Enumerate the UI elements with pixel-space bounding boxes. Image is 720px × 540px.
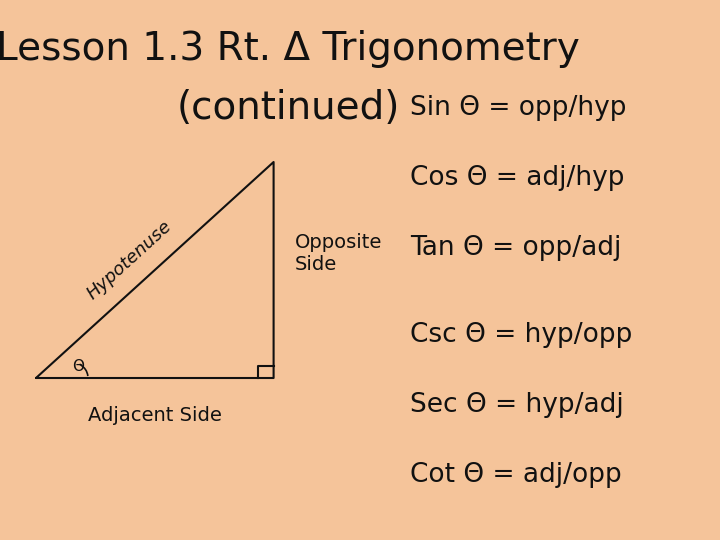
Text: Cot Θ = adj/opp: Cot Θ = adj/opp bbox=[410, 462, 622, 488]
Text: Sec Θ = hyp/adj: Sec Θ = hyp/adj bbox=[410, 392, 624, 418]
Text: (continued): (continued) bbox=[176, 89, 400, 127]
Text: Lesson 1.3 Rt. Δ Trigonometry: Lesson 1.3 Rt. Δ Trigonometry bbox=[0, 30, 580, 68]
Text: Hypotenuse: Hypotenuse bbox=[84, 217, 176, 303]
Text: Θ: Θ bbox=[72, 359, 84, 374]
Text: Adjacent Side: Adjacent Side bbox=[88, 406, 222, 426]
Text: Opposite
Side: Opposite Side bbox=[295, 233, 382, 274]
Text: Cos Θ = adj/hyp: Cos Θ = adj/hyp bbox=[410, 165, 625, 191]
Text: Sin Θ = opp/hyp: Sin Θ = opp/hyp bbox=[410, 95, 627, 121]
Text: Csc Θ = hyp/opp: Csc Θ = hyp/opp bbox=[410, 322, 633, 348]
Text: Tan Θ = opp/adj: Tan Θ = opp/adj bbox=[410, 235, 622, 261]
